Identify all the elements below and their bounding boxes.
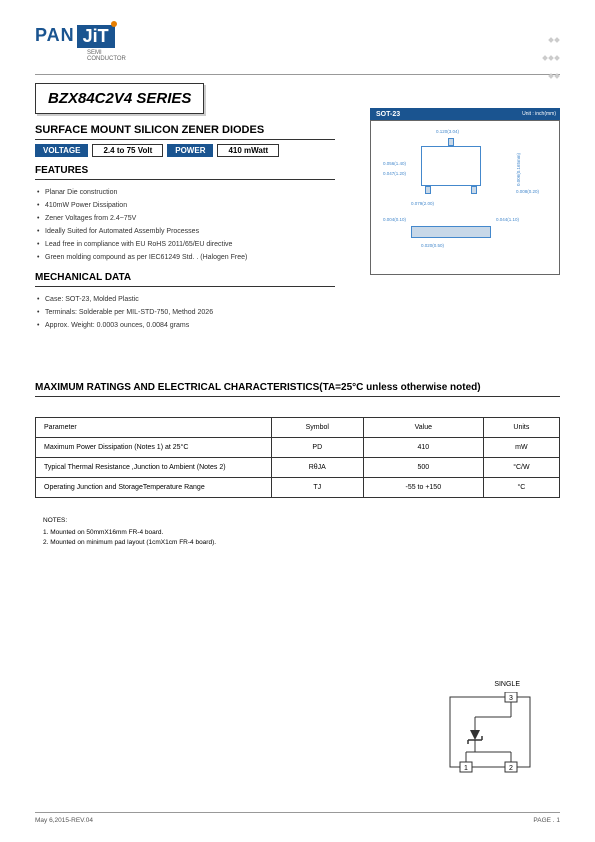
svg-text:3: 3 — [509, 695, 513, 702]
sot-unit: Unit : inch(mm) — [522, 111, 560, 117]
product-title: BZX84C2V4 SERIES — [35, 83, 204, 114]
note-item: 1. Mounted on 50mmX16mm FR-4 board. — [35, 528, 560, 538]
ratings-table: Parameter Symbol Value Units Maximum Pow… — [35, 417, 560, 498]
schematic-diagram: SINGLE 3 1 2 — [440, 681, 540, 782]
col-symbol: Symbol — [271, 418, 363, 438]
col-units: Units — [483, 418, 559, 438]
logo-jit: JiT — [77, 25, 115, 48]
sot-title: SOT-23 — [370, 111, 406, 118]
note-item: 2. Mounted on minimum pad layout (1cmX1c… — [35, 538, 560, 548]
feature-item: Zener Voltages from 2.4~75V — [35, 212, 560, 225]
svg-text:2: 2 — [509, 765, 513, 772]
power-value: 410 mWatt — [217, 144, 279, 157]
notes-section: NOTES: 1. Mounted on 50mmX16mm FR-4 boar… — [35, 516, 560, 547]
svg-text:1: 1 — [464, 765, 468, 772]
logo: PAN JiT — [35, 25, 560, 48]
mechanical-list: Case: SOT-23, Molded Plastic Terminals: … — [35, 293, 560, 332]
logo-subtitle: SEMI CONDUCTOR — [87, 50, 560, 62]
feature-item: Planar Die construction — [35, 186, 560, 199]
maximum-ratings-heading: MAXIMUM RATINGS AND ELECTRICAL CHARACTER… — [35, 382, 560, 397]
feature-item: Ideally Suited for Automated Assembly Pr… — [35, 225, 560, 238]
table-row: Maximum Power Dissipation (Notes 1) at 2… — [36, 438, 560, 458]
voltage-label: VOLTAGE — [35, 144, 88, 157]
power-label: POWER — [167, 144, 213, 157]
schematic-label: SINGLE — [440, 681, 540, 688]
logo-pan: PAN — [35, 25, 75, 46]
notes-title: NOTES: — [35, 516, 560, 526]
mechanical-item: Terminals: Solderable per MIL-STD-750, M… — [35, 306, 560, 319]
mechanical-item: Approx. Weight: 0.0003 ounces, 0.0084 gr… — [35, 319, 560, 332]
decoration-dots — [548, 30, 560, 84]
divider — [35, 74, 560, 75]
table-row: Typical Thermal Resistance ,Junction to … — [36, 458, 560, 478]
features-list: Planar Die construction 410mW Power Diss… — [35, 186, 560, 264]
footer-page: PAGE . 1 — [533, 817, 560, 824]
features-heading: FEATURES — [35, 165, 335, 180]
voltage-value: 2.4 to 75 Volt — [92, 144, 163, 157]
col-value: Value — [363, 418, 483, 438]
product-subtitle: SURFACE MOUNT SILICON ZENER DIODES — [35, 124, 335, 140]
page-footer: May 6,2015-REV.04 PAGE . 1 — [35, 812, 560, 824]
schematic-svg: 3 1 2 — [440, 692, 540, 777]
mechanical-item: Case: SOT-23, Molded Plastic — [35, 293, 560, 306]
table-row: Operating Junction and StorageTemperatur… — [36, 478, 560, 498]
table-header-row: Parameter Symbol Value Units — [36, 418, 560, 438]
feature-item: 410mW Power Dissipation — [35, 199, 560, 212]
footer-date: May 6,2015-REV.04 — [35, 817, 93, 824]
feature-item: Lead free in compliance with EU RoHS 201… — [35, 238, 560, 251]
mechanical-heading: MECHANICAL DATA — [35, 272, 335, 287]
feature-item: Green molding compound as per IEC61249 S… — [35, 251, 560, 264]
col-parameter: Parameter — [36, 418, 272, 438]
